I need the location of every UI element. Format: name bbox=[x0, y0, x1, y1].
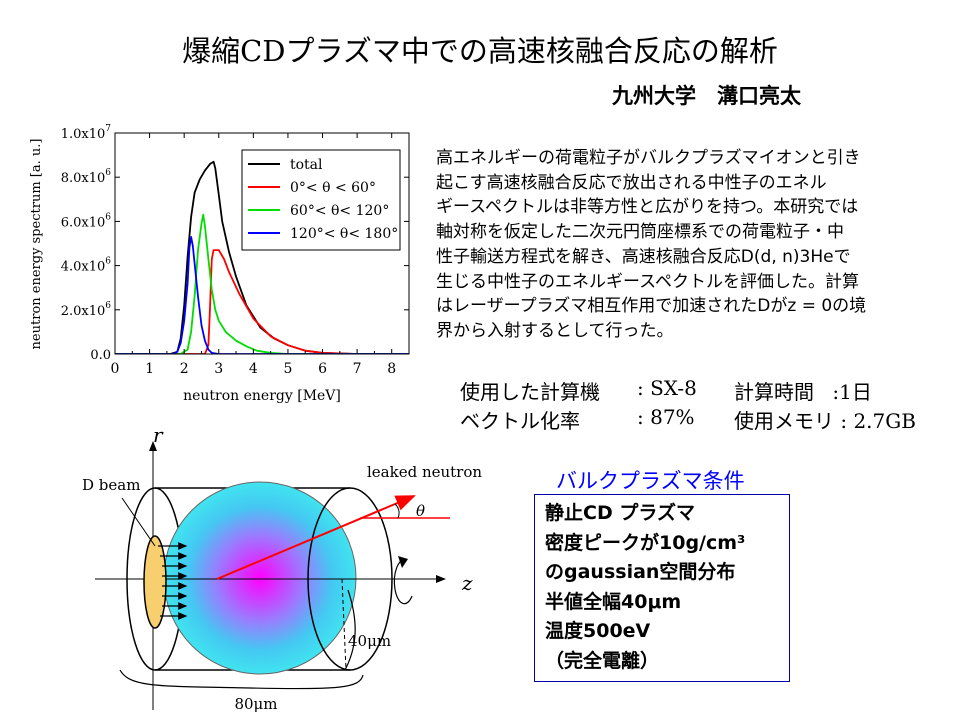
y-tick-label: 8.0x106 bbox=[61, 168, 112, 186]
x-tick-label: 1 bbox=[145, 361, 154, 377]
leaked-neutron-arrow bbox=[216, 495, 416, 580]
x-tick-label: 2 bbox=[180, 361, 189, 377]
vector-spec: ベクトル化率 bbox=[460, 405, 580, 434]
y-tick-label: 1.0x107 bbox=[61, 124, 112, 142]
y-tick-exponent: 6 bbox=[105, 168, 111, 178]
length-bracket bbox=[119, 669, 364, 690]
memory-value: : 2.7GB bbox=[840, 409, 916, 433]
y-tick-label: 6.0x106 bbox=[61, 212, 112, 230]
condition-line: 半値全幅40μm bbox=[545, 590, 682, 613]
leaked-neutron-label: leaked neutron bbox=[367, 463, 482, 481]
length-label: 80μm bbox=[234, 695, 277, 713]
conditions-title: バルクプラズマ条件 bbox=[556, 469, 745, 493]
condition-line: 密度ピークが10g/cm³ bbox=[545, 531, 746, 554]
slide-title: 爆縮CDプラズマ中での高速核融合反応の解析 bbox=[182, 34, 778, 68]
radius-bracket bbox=[344, 589, 356, 671]
description-line: 生じる中性子のエネルギースペクトルを評価した。計算 bbox=[436, 271, 859, 292]
theta-arc bbox=[394, 503, 400, 519]
memory-spec: 使用メモリ : 2.7GB bbox=[734, 405, 916, 434]
description: 高エネルギーの荷電粒子がバルクプラズマイオンと引き 起こす高速核融合反応で放出さ… bbox=[436, 146, 936, 344]
conditions-box: 静止CD プラズマ 密度ピークが10g/cm³ のgaussian空間分布 半値… bbox=[534, 494, 790, 682]
series-line-2 bbox=[115, 213, 409, 354]
time-spec: 計算時間 :1日 bbox=[734, 376, 872, 405]
condition-line: のgaussian空間分布 bbox=[545, 561, 736, 584]
x-tick-label: 7 bbox=[353, 361, 362, 377]
y-tick-exponent: 6 bbox=[105, 257, 111, 267]
series-line-1 bbox=[115, 249, 409, 354]
x-tick-label: 0 bbox=[111, 361, 120, 377]
description-line: 起こす高速核融合反応で放出される中性子のエネル bbox=[436, 172, 827, 193]
condition-line: （完全電離） bbox=[545, 649, 660, 672]
x-tick-label: 3 bbox=[214, 361, 223, 377]
description-line: 性子輸送方程式を解き、高速核融合反応D(d, n)3Heで bbox=[436, 246, 851, 267]
radius-label: 40μm bbox=[348, 632, 391, 650]
vector-value: : 87% bbox=[637, 405, 695, 429]
x-tick-label: 6 bbox=[318, 361, 327, 377]
spectrum-chart: 0 1 2 3 4 5 6 7 80.02.0x1064.0x1066.0x1068.0x106… bbox=[29, 124, 410, 404]
condition-line: 静止CD プラズマ bbox=[545, 502, 695, 524]
y-tick-exponent: 7 bbox=[105, 124, 111, 134]
plasma-sphere bbox=[163, 481, 357, 675]
description-line: ギースペクトルは非等方性と広がりを持つ。本研究では bbox=[436, 197, 859, 218]
author: 九州大学 溝口亮太 bbox=[612, 84, 801, 108]
y-tick-label: 0.0 bbox=[90, 348, 111, 363]
cylinder-diagram: r z D beam θ leaked neutron 40μm 80μm bbox=[82, 423, 482, 713]
y-tick-label: 4.0x106 bbox=[61, 257, 112, 275]
description-line: 高エネルギーの荷電粒子がバルクプラズマイオンと引き bbox=[436, 148, 861, 168]
legend-label-0: total bbox=[290, 157, 323, 173]
rotation-arrowhead bbox=[398, 556, 408, 568]
x-tick-label: 8 bbox=[387, 361, 396, 377]
y-tick-mantissa: 1.0x10 bbox=[61, 127, 106, 142]
description-line: 界から入射するとして行った。 bbox=[436, 320, 674, 341]
y-tick-label: 2.0x106 bbox=[61, 301, 112, 319]
legend-label-3: 120°< θ< 180° bbox=[290, 226, 398, 242]
legend-label-1: 0°< θ < 60° bbox=[290, 180, 376, 196]
y-tick-mantissa: 8.0x10 bbox=[61, 171, 106, 186]
y-tick-exponent: 6 bbox=[105, 212, 111, 222]
z-axis-label: z bbox=[461, 571, 473, 595]
time-value: :1日 bbox=[832, 380, 872, 404]
beam-label: D beam bbox=[82, 476, 140, 494]
y-tick-mantissa: 2.0x10 bbox=[61, 304, 106, 319]
y-tick-mantissa: 4.0x10 bbox=[61, 260, 106, 275]
vector-label: ベクトル化率 bbox=[460, 409, 580, 433]
rotation-arrow bbox=[393, 559, 413, 605]
description-line: 軸対称を仮定した二次元円筒座標系での荷電粒子・中 bbox=[436, 222, 844, 243]
condition-line: 温度500eV bbox=[545, 620, 651, 643]
d-beam-source bbox=[143, 535, 167, 629]
beam-label-leader bbox=[121, 497, 156, 547]
computer-label: 使用した計算機 bbox=[460, 380, 600, 404]
computer-value-wrap: : SX-8 bbox=[637, 376, 697, 400]
vector-value-wrap: : 87% bbox=[637, 405, 695, 429]
r-axis-label: r bbox=[153, 423, 164, 447]
series-line-3 bbox=[115, 236, 409, 354]
computer-value: : SX-8 bbox=[637, 376, 697, 400]
y-tick-mantissa: 0.0 bbox=[90, 348, 111, 363]
y-tick-mantissa: 6.0x10 bbox=[61, 215, 106, 230]
beam-arrows bbox=[158, 542, 188, 620]
description-line: はレーザープラズマ相互作用で加速されたDがz = 0の境 bbox=[436, 296, 867, 317]
computer-spec: 使用した計算機 bbox=[460, 376, 600, 405]
y-axis-label: neutron energy spectrum [a. u.] bbox=[29, 139, 44, 350]
time-label: 計算時間 bbox=[734, 380, 814, 404]
memory-label: 使用メモリ bbox=[734, 409, 834, 433]
x-tick-label: 4 bbox=[249, 361, 258, 377]
plot-frame bbox=[114, 132, 410, 355]
x-tick-label: 5 bbox=[283, 361, 292, 377]
y-tick-exponent: 6 bbox=[105, 301, 111, 311]
legend-label-2: 60°< θ< 120° bbox=[290, 203, 389, 219]
radius-dashed bbox=[341, 578, 347, 671]
x-axis-label: neutron energy [MeV] bbox=[183, 388, 341, 404]
theta-label: θ bbox=[416, 502, 425, 520]
